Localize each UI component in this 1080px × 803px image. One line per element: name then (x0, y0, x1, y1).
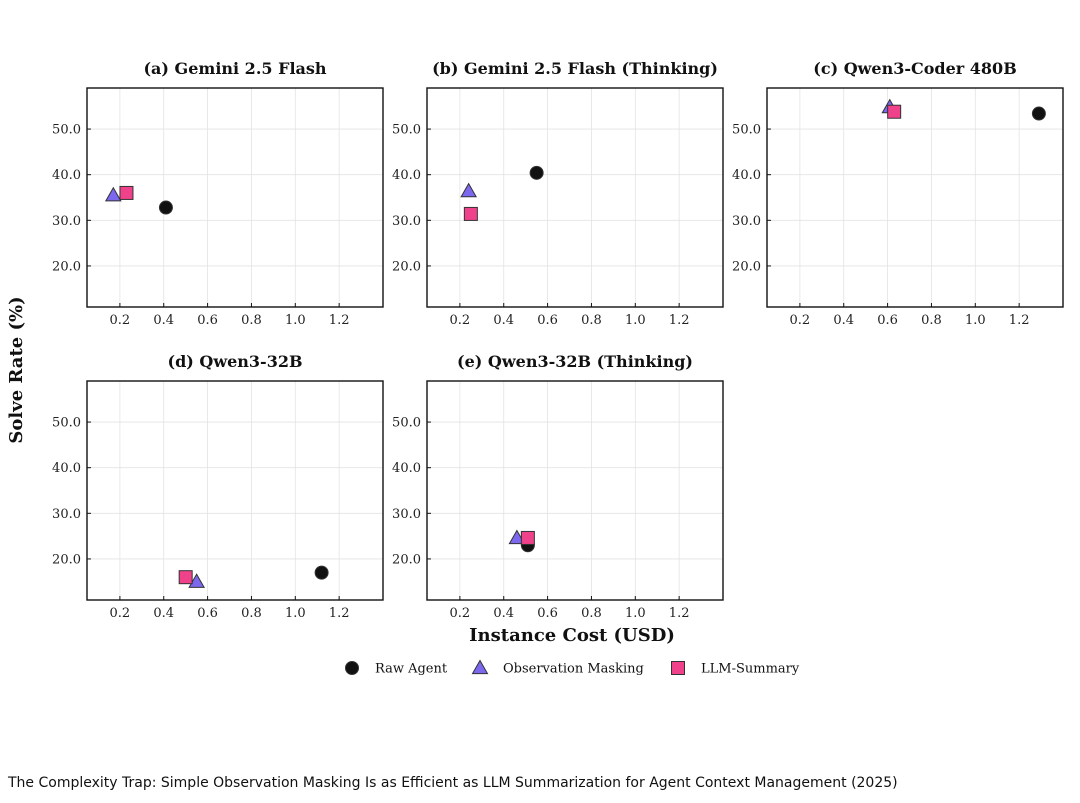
point-observation-masking (188, 573, 205, 588)
panel-title: (a) Gemini 2.5 Flash (143, 59, 326, 78)
point-observation-masking (104, 186, 122, 202)
plot-frame (86, 87, 384, 308)
x-tick-label: 1.2 (669, 606, 690, 621)
x-tick-label: 0.6 (537, 606, 558, 621)
legend-label: Raw Agent (375, 662, 448, 677)
x-tick-label: 1.0 (285, 313, 306, 328)
panel-c: 0.2 0.4 0.6 0.8 1.0 1.2 20.0 30.0 40.0 50.0 (c) Qw… (732, 59, 1064, 328)
x-tick-label: 0.4 (153, 606, 174, 621)
panel-e: 0.2 0.4 0.6 0.8 1.0 1.2 20.0 30.0 40.0 50.0 (e) Qw… (392, 352, 724, 621)
plot-frame (86, 380, 384, 601)
panel-title: (c) Qwen3-Coder 480B (813, 59, 1016, 78)
plot-frame (766, 87, 1064, 308)
x-tick-label: 1.2 (329, 606, 350, 621)
plot-frame (426, 380, 724, 601)
x-tick-label: 1.0 (285, 606, 306, 621)
x-axis-label: Instance Cost (USD) (469, 625, 675, 646)
panel-b: 0.2 0.4 0.6 0.8 1.0 1.2 20.0 30.0 40.0 50.0 (b) Ge… (392, 59, 724, 328)
x-tick-label: 1.2 (669, 313, 690, 328)
x-tick-label: 0.6 (537, 313, 558, 328)
y-tick-label: 50.0 (52, 123, 81, 138)
x-tick-label: 1.2 (329, 313, 350, 328)
point-raw-agent (158, 200, 173, 215)
y-tick-label: 30.0 (52, 507, 81, 522)
point-observation-masking (508, 529, 526, 545)
point-llm-summary (463, 206, 478, 221)
x-tick-label: 0.6 (877, 313, 898, 328)
x-tick-label: 1.0 (965, 313, 986, 328)
x-tick-label: 0.2 (450, 313, 471, 328)
y-tick-label: 40.0 (392, 168, 421, 183)
y-tick-label: 20.0 (52, 552, 81, 567)
x-tick-label: 0.8 (921, 313, 942, 328)
x-tick-label: 0.6 (197, 313, 218, 328)
y-tick-label: 50.0 (392, 416, 421, 431)
x-tick-label: 0.4 (833, 313, 854, 328)
plot-frame (426, 87, 724, 308)
point-llm-summary (178, 570, 193, 585)
y-tick-label: 50.0 (52, 416, 81, 431)
panel-title: (b) Gemini 2.5 Flash (Thinking) (432, 59, 718, 78)
y-tick-label: 40.0 (732, 168, 761, 183)
y-tick-label: 40.0 (52, 168, 81, 183)
x-tick-label: 0.8 (241, 313, 262, 328)
x-tick-label: 0.4 (153, 313, 174, 328)
legend-marker-raw-agent (345, 661, 359, 675)
legend-marker-observation-masking (471, 659, 489, 675)
x-tick-label: 1.0 (625, 606, 646, 621)
y-tick-label: 30.0 (392, 214, 421, 229)
x-tick-label: 0.8 (581, 606, 602, 621)
point-observation-masking (460, 182, 478, 198)
point-llm-summary (119, 185, 134, 200)
legend-label: LLM-Summary (701, 662, 800, 677)
x-tick-label: 0.4 (493, 313, 514, 328)
point-raw-agent (314, 565, 329, 580)
figure-caption: The Complexity Trap: Simple Observation … (8, 775, 898, 791)
panel-d: 0.2 0.4 0.6 0.8 1.0 1.2 20.0 30.0 40.0 50.0 (d) Qw… (52, 352, 384, 621)
y-tick-label: 30.0 (392, 507, 421, 522)
y-tick-label: 50.0 (732, 123, 761, 138)
y-tick-label: 20.0 (52, 259, 81, 274)
x-tick-label: 0.8 (581, 313, 602, 328)
point-llm-summary (887, 104, 902, 119)
legend-label: Observation Masking (503, 662, 644, 677)
x-tick-label: 0.2 (450, 606, 471, 621)
point-raw-agent (529, 165, 544, 180)
legend: Raw Agent Observation Masking LLM-Summary (345, 659, 800, 677)
x-tick-label: 0.8 (241, 606, 262, 621)
y-tick-label: 30.0 (732, 214, 761, 229)
x-tick-label: 0.2 (110, 313, 131, 328)
x-tick-label: 0.6 (197, 606, 218, 621)
y-tick-label: 40.0 (52, 461, 81, 476)
point-llm-summary (520, 530, 535, 545)
y-axis-label: Solve Rate (%) (6, 296, 27, 443)
x-tick-label: 0.2 (790, 313, 811, 328)
y-tick-label: 50.0 (392, 123, 421, 138)
y-tick-label: 20.0 (392, 259, 421, 274)
y-tick-label: 40.0 (392, 461, 421, 476)
x-tick-label: 0.2 (110, 606, 131, 621)
panel-a: 0.2 0.4 0.6 0.8 1.0 1.2 20.0 30.0 40.0 50.0 (a) Ge… (52, 59, 384, 328)
point-raw-agent (1031, 106, 1046, 121)
legend-marker-llm-summary (671, 661, 685, 675)
x-tick-label: 1.2 (1009, 313, 1030, 328)
x-tick-label: 1.0 (625, 313, 646, 328)
y-tick-label: 20.0 (392, 552, 421, 567)
x-tick-label: 0.4 (493, 606, 514, 621)
panel-title: (d) Qwen3-32B (168, 352, 303, 371)
y-tick-label: 20.0 (732, 259, 761, 274)
panel-title: (e) Qwen3-32B (Thinking) (457, 352, 693, 371)
y-tick-label: 30.0 (52, 214, 81, 229)
